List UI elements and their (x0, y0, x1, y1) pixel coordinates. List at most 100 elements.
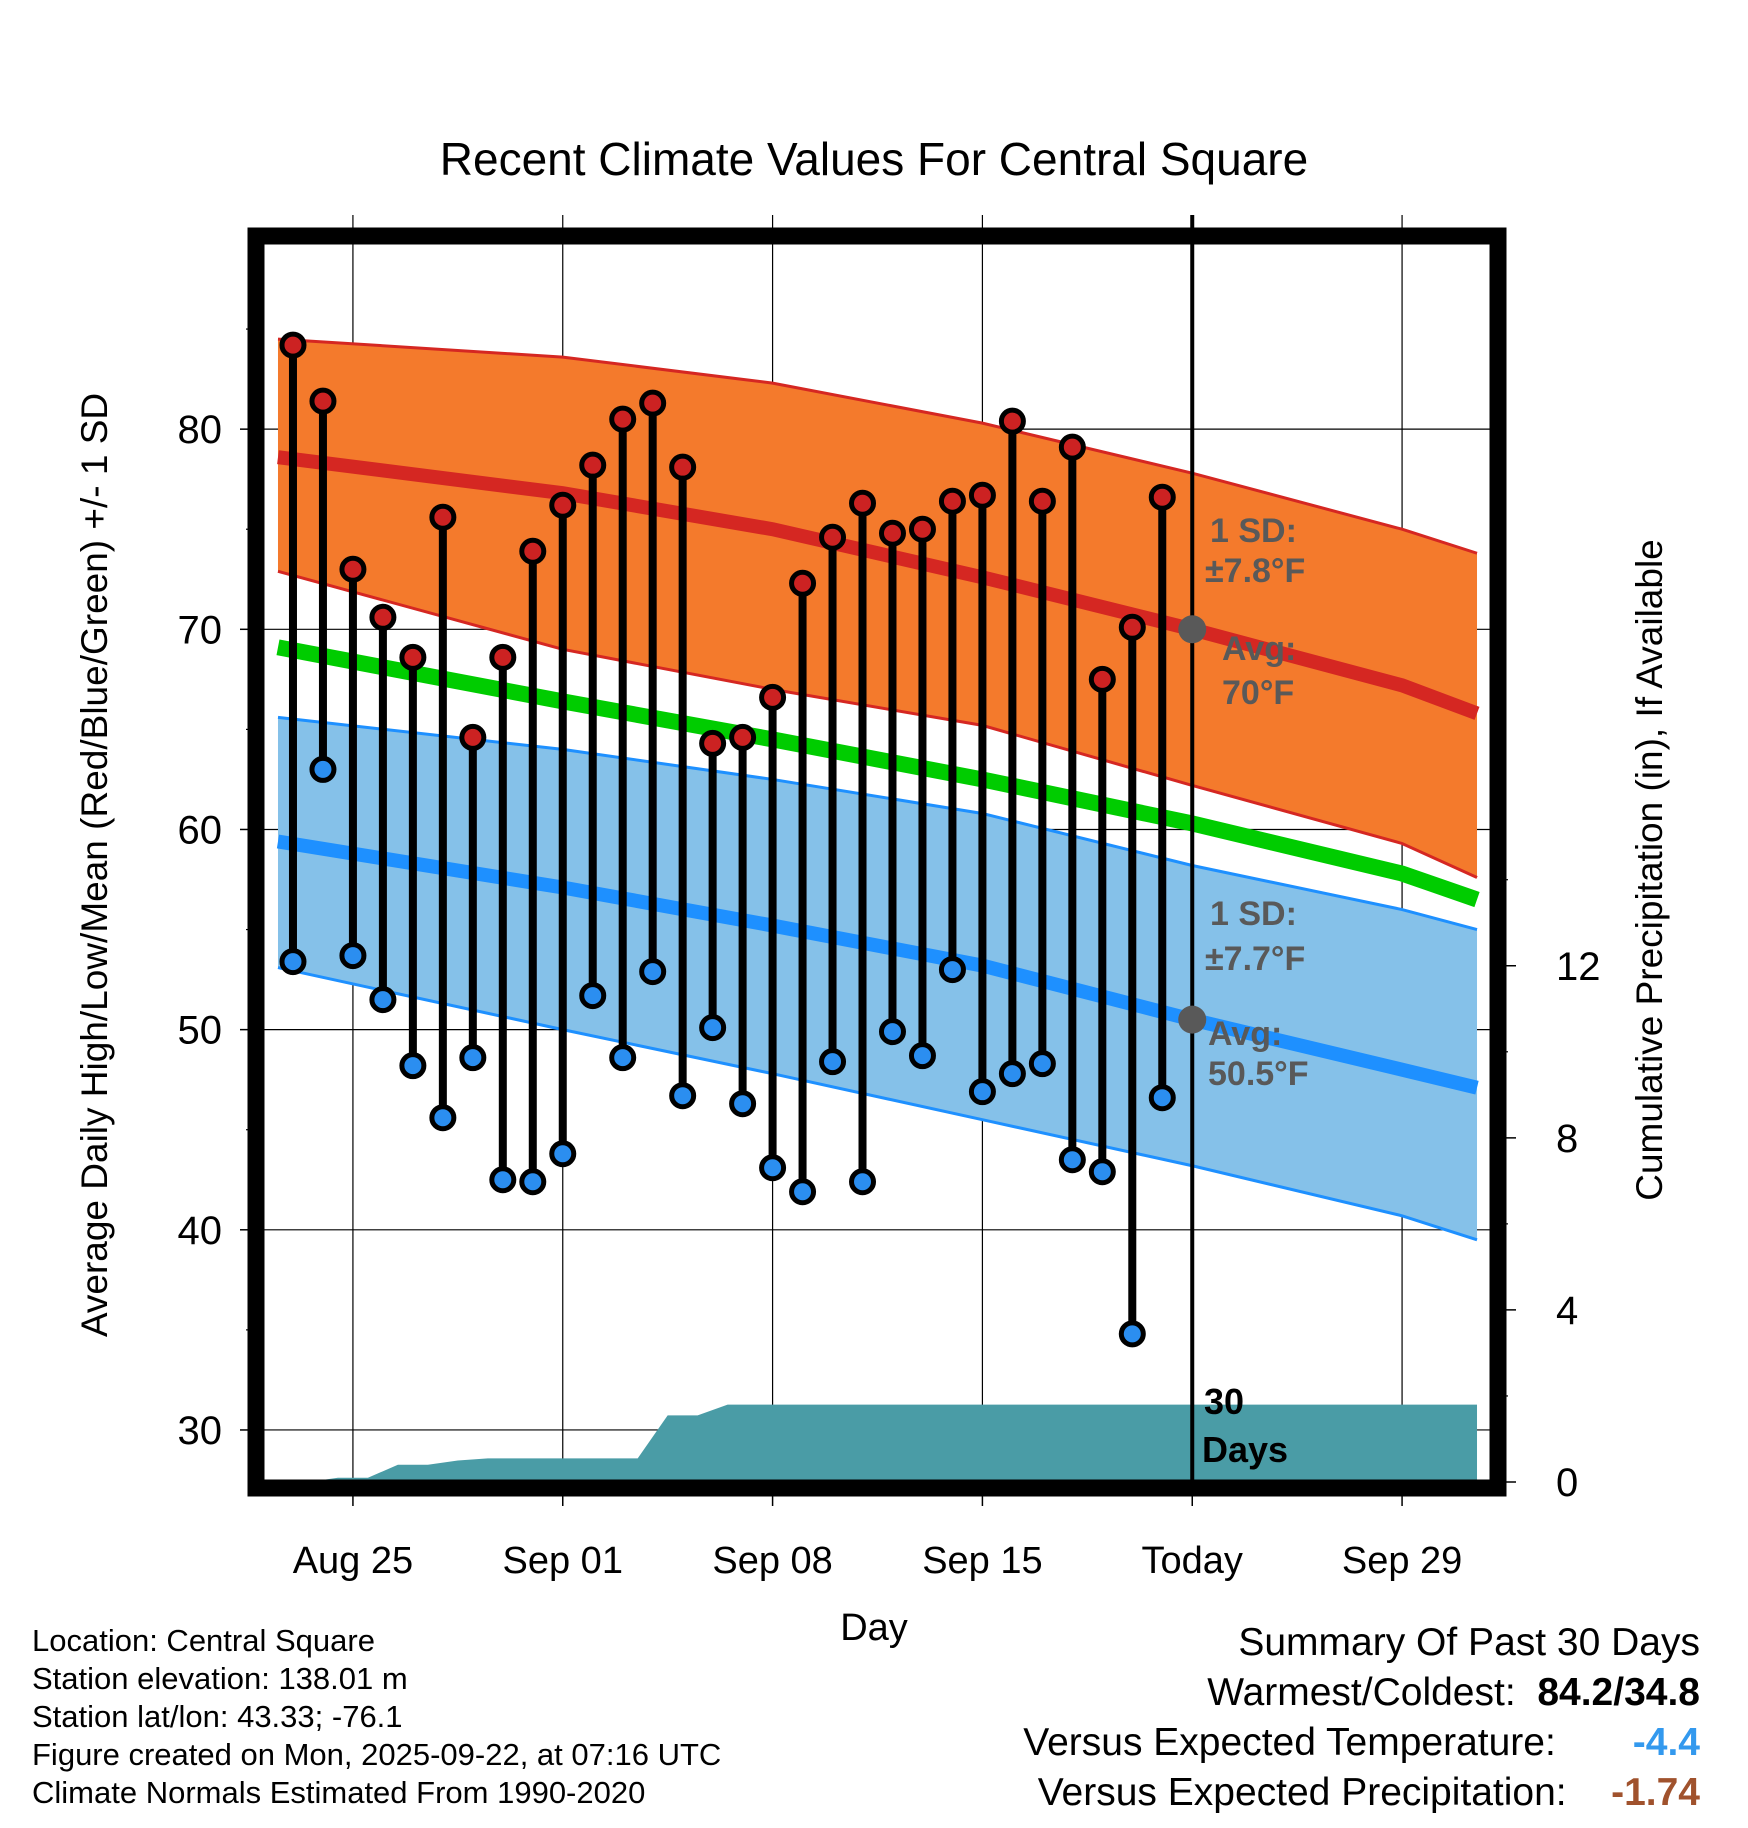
station-info: Location: Central Square Station elevati… (32, 1622, 721, 1812)
summary-precip: Versus Expected Precipitation: -1.74 (1023, 1768, 1700, 1818)
normal-bands (276, 337, 1480, 1242)
y-tick-label-3: 60 (178, 808, 223, 852)
low-point-16 (759, 1154, 787, 1182)
low-point-23 (968, 1078, 996, 1106)
high-point-21 (908, 515, 936, 543)
high-point-8 (519, 537, 547, 565)
y2-axis-label: Cumulative Precipitation (in), If Availa… (1629, 539, 1670, 1201)
low-point-27 (1088, 1158, 1116, 1186)
summary-heading: Summary Of Past 30 Days (1238, 1621, 1700, 1664)
low-point-8 (519, 1168, 547, 1196)
high-point-17 (789, 569, 817, 597)
high-point-10 (579, 451, 607, 479)
low-point-6 (459, 1044, 487, 1072)
plot-frame (247, 227, 1507, 1497)
low-point-17 (789, 1178, 817, 1206)
low-point-2 (339, 942, 367, 970)
x-tick-label-1: Sep 01 (503, 1540, 623, 1582)
precip-area-fill (277, 1404, 1478, 1482)
x-tick-label-5: Sep 29 (1342, 1540, 1462, 1582)
elevation-text: Station elevation: 138.01 m (32, 1661, 408, 1696)
high-point-15 (729, 723, 757, 751)
location-text: Location: Central Square (32, 1623, 375, 1658)
y-tick-label-0: 30 (178, 1409, 223, 1453)
high-point-26 (1058, 433, 1086, 461)
high-point-20 (878, 519, 906, 547)
low-point-29 (1148, 1084, 1176, 1112)
low-point-20 (878, 1018, 906, 1046)
y2-tick-label-0: 0 (1556, 1461, 1578, 1505)
low-point-4 (399, 1052, 427, 1080)
high-point-2 (339, 555, 367, 583)
x-tick-label-0: Aug 25 (293, 1540, 413, 1582)
low-point-5 (429, 1104, 457, 1132)
high-avg-label: Avg: (1222, 630, 1296, 668)
high-point-13 (669, 453, 697, 481)
low-point-11 (609, 1044, 637, 1072)
precip-anomaly-value: -1.74 (1611, 1771, 1700, 1814)
low-point-7 (489, 1166, 517, 1194)
high-point-5 (429, 503, 457, 531)
low-point-18 (819, 1048, 847, 1076)
temp-label: Versus Expected Temperature: (1023, 1721, 1556, 1764)
today-high-avg-dot (1178, 615, 1207, 644)
low-point-19 (849, 1168, 877, 1196)
x-axis-label: Day (840, 1607, 908, 1649)
high-point-23 (968, 481, 996, 509)
high-point-28 (1118, 613, 1146, 641)
high-point-1 (309, 387, 337, 415)
low-point-0 (279, 948, 307, 976)
precip-label: Versus Expected Precipitation: (1037, 1771, 1567, 1814)
high-point-4 (399, 643, 427, 671)
x-tick-label-2: Sep 08 (712, 1540, 832, 1582)
high-point-14 (699, 729, 727, 757)
low-point-12 (639, 958, 667, 986)
y-tick-label-4: 70 (178, 608, 223, 652)
low-point-14 (699, 1014, 727, 1042)
high-sd-band (277, 339, 1478, 878)
y2-tick-label-1: 4 (1556, 1289, 1578, 1333)
low-point-28 (1118, 1320, 1146, 1348)
low-point-15 (729, 1090, 757, 1118)
x-tick-label-3: Sep 15 (922, 1540, 1042, 1582)
high-point-3 (369, 603, 397, 631)
low-sd-band (277, 717, 1478, 1240)
y2-tick-label-2: 8 (1556, 1117, 1578, 1161)
y-tick-label-2: 50 (178, 1009, 223, 1053)
created-text: Figure created on Mon, 2025-09-22, at 07… (32, 1737, 722, 1772)
y-axis-label: Average Daily High/Low/Mean (Red/Blue/Gr… (74, 393, 115, 1337)
y-tick-label-5: 80 (178, 408, 223, 452)
high-point-7 (489, 643, 517, 671)
high-point-22 (938, 487, 966, 515)
temp-anomaly-value: -4.4 (1632, 1721, 1700, 1764)
high-upper-line (277, 337, 1478, 555)
low-avg-value: 50.5°F (1208, 1055, 1309, 1093)
annotations: 1 SD: ±7.8°F Avg: 70°F 1 SD: ±7.7°F Avg:… (1202, 512, 1309, 1470)
low-point-3 (369, 986, 397, 1014)
today-low-avg-dot (1178, 1005, 1207, 1034)
precip-area (277, 1404, 1478, 1482)
low-sd-value: ±7.7°F (1205, 940, 1305, 978)
low-point-24 (998, 1060, 1026, 1088)
high-point-29 (1148, 483, 1176, 511)
high-avg-value: 70°F (1222, 674, 1294, 712)
summary-panel: Summary Of Past 30 Days Warmest/Coldest:… (1023, 1618, 1700, 1818)
latlon-text: Station lat/lon: 43.33; -76.1 (32, 1699, 403, 1734)
high-point-25 (1028, 487, 1056, 515)
low-point-25 (1028, 1050, 1056, 1078)
low-point-13 (669, 1082, 697, 1110)
low-point-1 (309, 755, 337, 783)
high-point-18 (819, 523, 847, 551)
axes: 30 40 50 60 70 80 0 4 8 12 Aug 25 Sep 01 Sep 08 Sep 1… (178, 328, 1601, 1582)
high-point-24 (998, 407, 1026, 435)
summary-temp: Versus Expected Temperature: -4.4 (1023, 1718, 1700, 1768)
low-point-9 (549, 1140, 577, 1168)
high-point-11 (609, 405, 637, 433)
daily-points (279, 331, 1176, 1348)
low-point-26 (1058, 1146, 1086, 1174)
warm-cold-label: Warmest/Coldest: (1207, 1671, 1516, 1714)
summary-warm-cold: Warmest/Coldest: 84.2/34.8 (1023, 1668, 1700, 1718)
window-count: 30 (1204, 1381, 1244, 1422)
x-tick-label-4: Today (1142, 1540, 1243, 1582)
